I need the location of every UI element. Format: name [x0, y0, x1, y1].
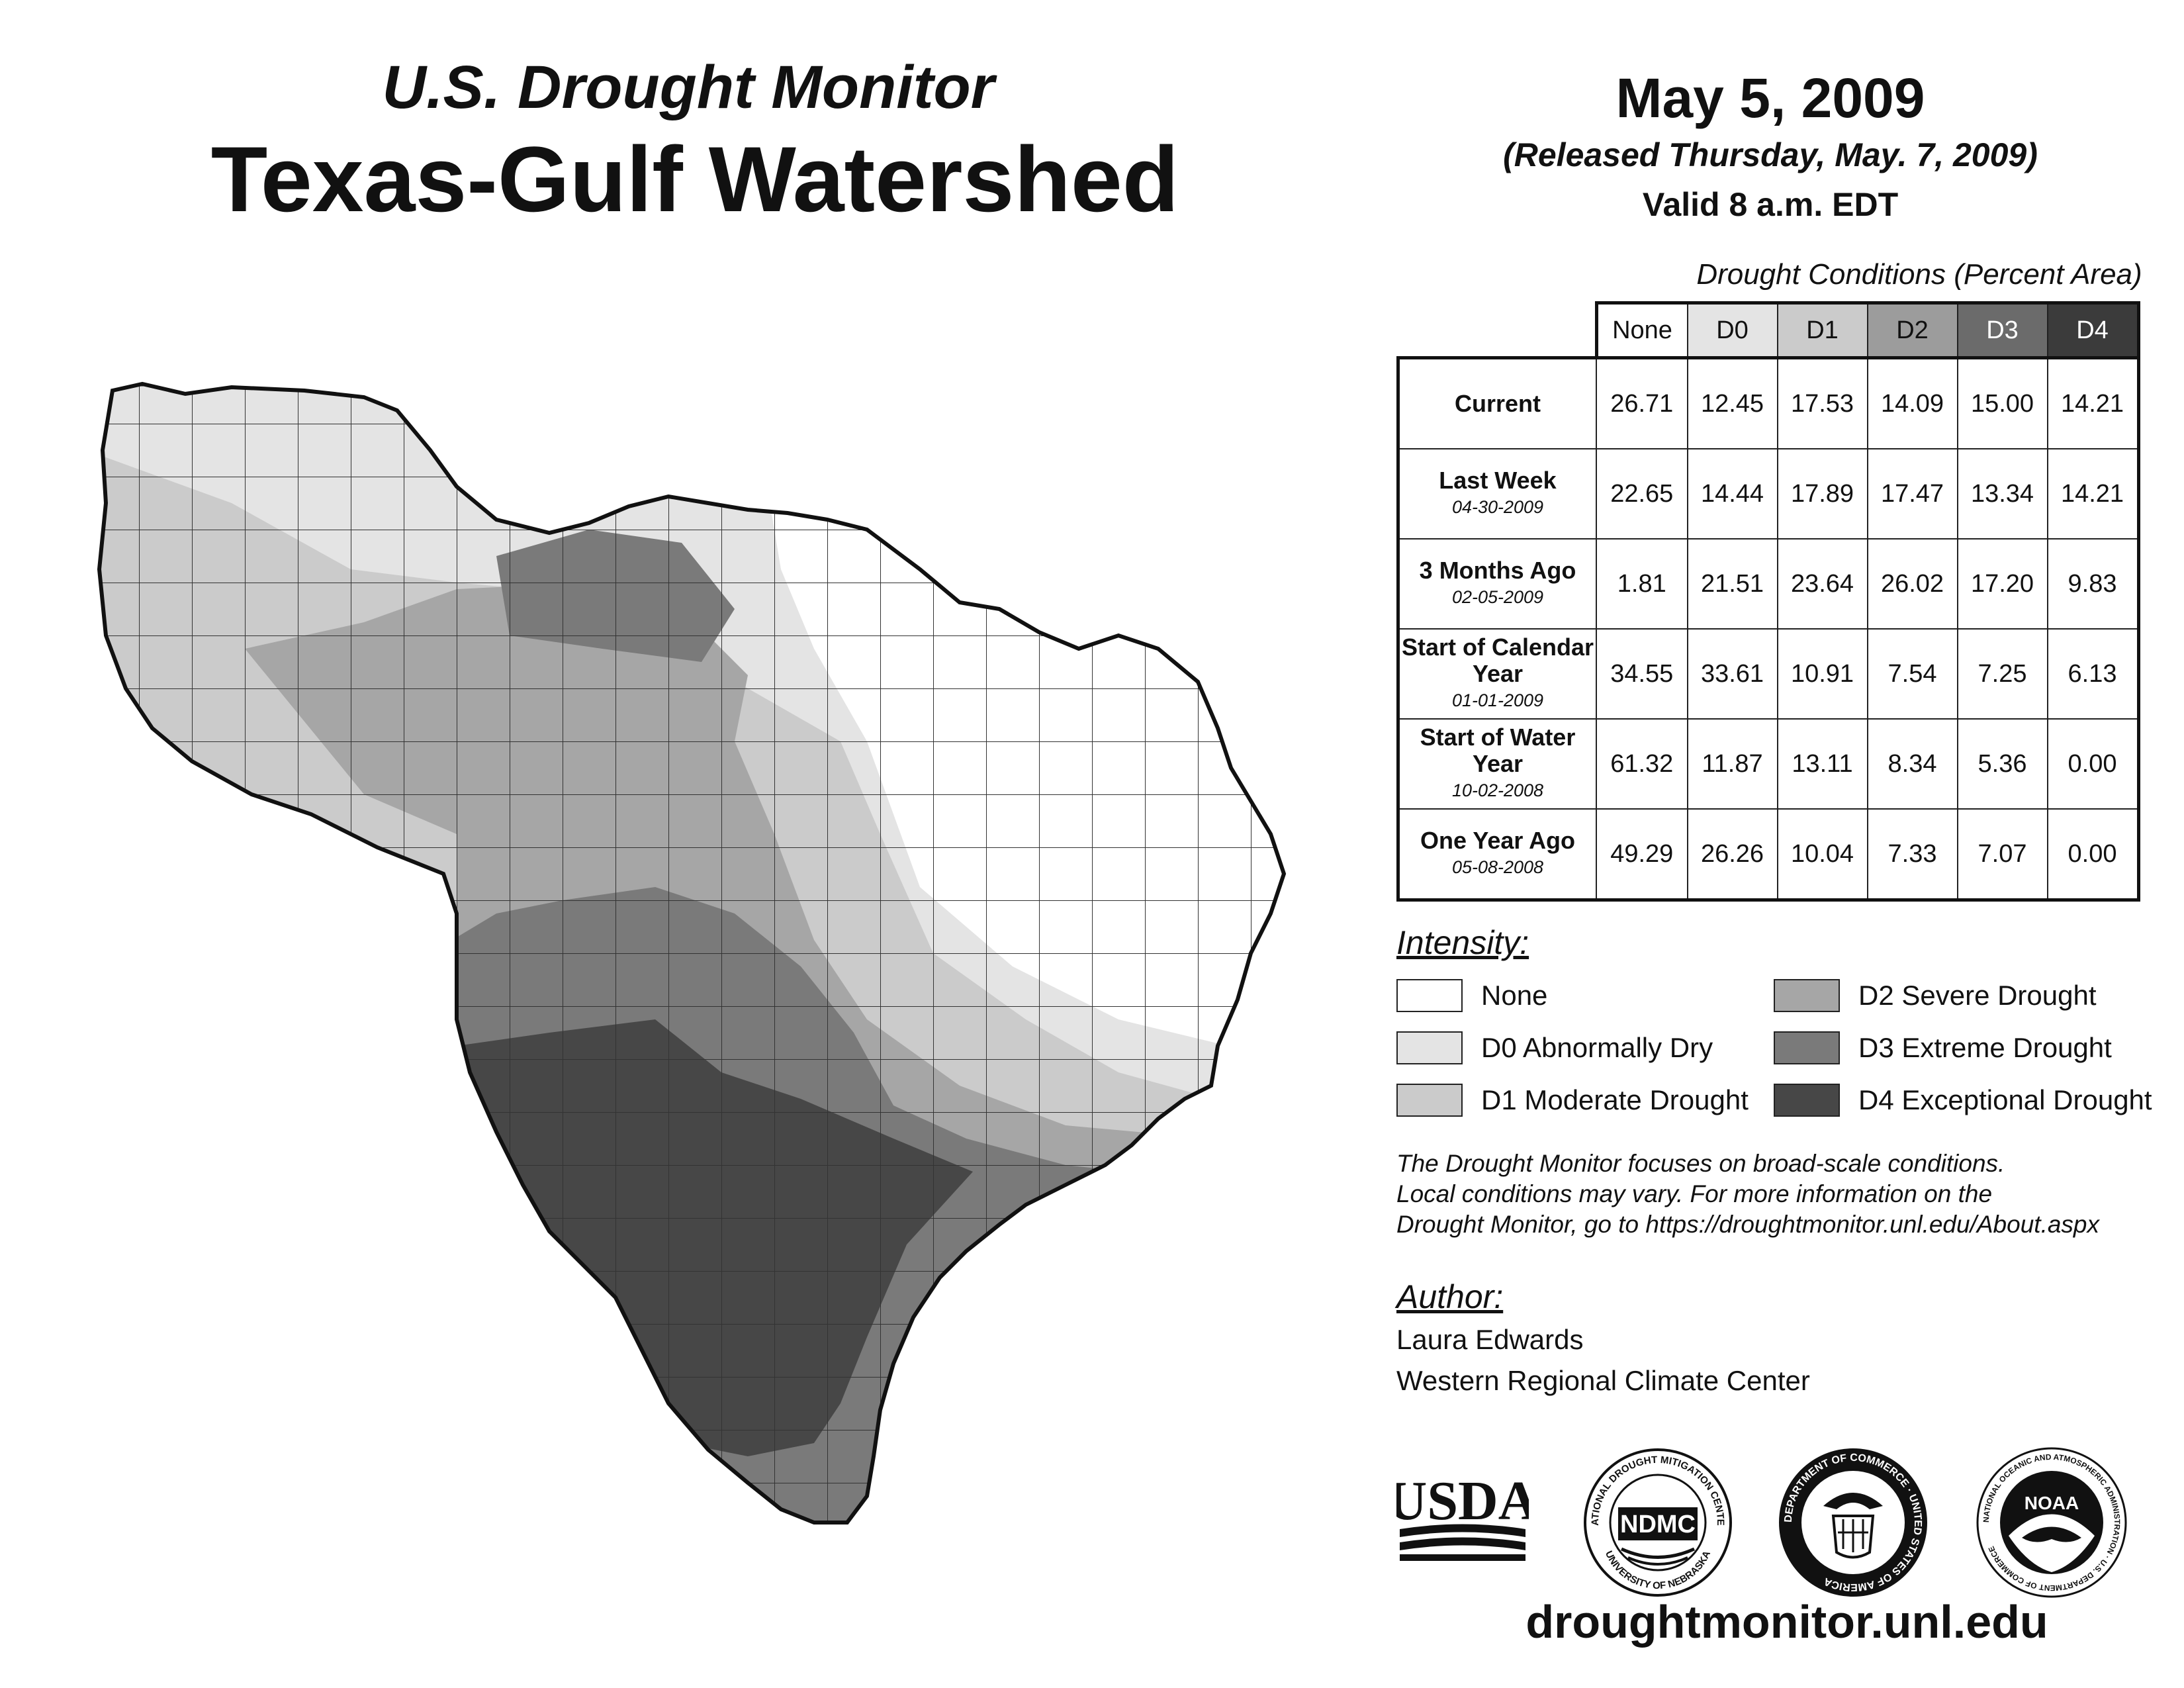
- website-link[interactable]: droughtmonitor.unl.edu: [1525, 1596, 2048, 1648]
- legend-item-d1: D1 Moderate Drought: [1396, 1082, 1749, 1119]
- map-subtitle: U.S. Drought Monitor: [382, 54, 995, 121]
- row-label: One Year Ago 05-08-2008: [1396, 808, 1597, 902]
- legend-label: D4 Exceptional Drought: [1858, 1084, 2152, 1115]
- row-label: Start of Calendar Year 01-01-2009: [1396, 628, 1597, 720]
- drought-conditions-table: None D0 D1 D2 D3 D4 Current 26.71 12.45 …: [1396, 301, 2140, 902]
- legend-label: D3 Extreme Drought: [1858, 1032, 2112, 1063]
- cell-d0: 26.26: [1686, 808, 1778, 902]
- cell-none: 22.65: [1596, 448, 1688, 539]
- cell-d3: 7.25: [1956, 628, 2048, 720]
- usda-logo: USDA: [1387, 1463, 1539, 1562]
- table-header-row: None D0 D1 D2 D3 D4: [1398, 301, 2140, 359]
- watershed-map: [86, 371, 1310, 1549]
- table-caption: Drought Conditions (Percent Area): [1696, 258, 2142, 291]
- legend-item-d2: D2 Severe Drought: [1774, 977, 2097, 1014]
- table-row-current: Current 26.71 12.45 17.53 14.09 15.00 14…: [1396, 356, 2140, 449]
- col-header-d3: D3: [1956, 301, 2048, 359]
- release-date: (Released Thursday, May. 7, 2009): [1503, 136, 2038, 173]
- commerce-seal-logo: DEPARTMENT OF COMMERCE · UNITED STATES O…: [1777, 1446, 1929, 1599]
- cell-d1: 23.64: [1776, 538, 1868, 630]
- cell-d4: 14.21: [2046, 448, 2140, 539]
- note-line: The Drought Monitor focuses on broad-sca…: [1396, 1150, 2005, 1177]
- cell-d1: 13.11: [1776, 718, 1868, 810]
- note-line: Drought Monitor, go to https://droughtmo…: [1396, 1211, 2099, 1238]
- cell-d2: 7.54: [1866, 628, 1958, 720]
- svg-text:USDA: USDA: [1396, 1470, 1529, 1532]
- cell-d1: 17.89: [1776, 448, 1868, 539]
- legend-swatch-d1: [1396, 1084, 1463, 1117]
- row-label: Last Week 04-30-2009: [1396, 448, 1597, 539]
- cell-d2: 17.47: [1866, 448, 1958, 539]
- legend-swatch-d3: [1774, 1031, 1840, 1064]
- col-header-none: None: [1594, 301, 1688, 359]
- legend-item-d4: D4 Exceptional Drought: [1774, 1082, 2152, 1119]
- disclaimer-note: The Drought Monitor focuses on broad-sca…: [1396, 1149, 2184, 1240]
- cell-d1: 10.91: [1776, 628, 1868, 720]
- valid-time: Valid 8 a.m. EDT: [1642, 186, 1899, 223]
- row-label: Start of Water Year 10-02-2008: [1396, 718, 1597, 810]
- cell-d0: 21.51: [1686, 538, 1778, 630]
- legend-label: None: [1481, 980, 1548, 1011]
- noaa-logo: NATIONAL OCEANIC AND ATMOSPHERIC ADMINIS…: [1976, 1446, 2128, 1599]
- cell-d3: 13.34: [1956, 448, 2048, 539]
- cell-d1: 17.53: [1776, 356, 1868, 449]
- cell-d2: 8.34: [1866, 718, 1958, 810]
- cell-none: 1.81: [1596, 538, 1688, 630]
- cell-d3: 15.00: [1956, 356, 2048, 449]
- legend-label: D1 Moderate Drought: [1481, 1084, 1749, 1115]
- col-header-d0: D0: [1686, 301, 1778, 359]
- table-row-3-months-ago: 3 Months Ago 02-05-2009 1.81 21.51 23.64 …: [1396, 538, 2140, 630]
- legend-title: Intensity:: [1396, 924, 1529, 961]
- cell-d0: 11.87: [1686, 718, 1778, 810]
- cell-none: 26.71: [1596, 356, 1688, 449]
- legend-swatch-d0: [1396, 1031, 1463, 1064]
- note-line: Local conditions may vary. For more info…: [1396, 1180, 1993, 1207]
- header-blank-cell: [1398, 303, 1597, 358]
- table-row-last-week: Last Week 04-30-2009 22.65 14.44 17.89 17…: [1396, 448, 2140, 539]
- cell-d0: 14.44: [1686, 448, 1778, 539]
- county-boundaries: [99, 384, 1284, 1523]
- cell-d2: 14.09: [1866, 356, 1958, 449]
- row-label: 3 Months Ago 02-05-2009: [1396, 538, 1597, 630]
- legend-label: D2 Severe Drought: [1858, 980, 2097, 1011]
- table-row-start-calendar-year: Start of Calendar Year 01-01-2009 34.55 3…: [1396, 628, 2140, 720]
- cell-d0: 12.45: [1686, 356, 1778, 449]
- cell-d4: 6.13: [2046, 628, 2140, 720]
- map-title: Texas-Gulf Watershed: [210, 127, 1179, 231]
- cell-d4: 14.21: [2046, 356, 2140, 449]
- cell-none: 61.32: [1596, 718, 1688, 810]
- legend-swatch-none: [1396, 979, 1463, 1012]
- cell-none: 49.29: [1596, 808, 1688, 902]
- cell-d2: 7.33: [1866, 808, 1958, 902]
- cell-none: 34.55: [1596, 628, 1688, 720]
- col-header-d4: D4: [2046, 301, 2140, 359]
- cell-d0: 33.61: [1686, 628, 1778, 720]
- col-header-d1: D1: [1776, 301, 1868, 359]
- legend-label: D0 Abnormally Dry: [1481, 1032, 1713, 1063]
- table-row-start-water-year: Start of Water Year 10-02-2008 61.32 11.8…: [1396, 718, 2140, 810]
- author-organization: Western Regional Climate Center: [1396, 1365, 1810, 1396]
- ndmc-logo: NATIONAL DROUGHT MITIGATION CENTER UNIVE…: [1578, 1438, 1734, 1599]
- legend-item-d0: D0 Abnormally Dry: [1396, 1029, 1713, 1066]
- cell-d4: 9.83: [2046, 538, 2140, 630]
- cell-d3: 7.07: [1956, 808, 2048, 902]
- col-header-d2: D2: [1866, 301, 1958, 359]
- cell-d3: 17.20: [1956, 538, 2048, 630]
- svg-text:NOAA: NOAA: [2025, 1493, 2079, 1513]
- legend-item-none: None: [1396, 977, 1547, 1014]
- table-row-one-year-ago: One Year Ago 05-08-2008 49.29 26.26 10.04…: [1396, 808, 2140, 902]
- legend-swatch-d2: [1774, 979, 1840, 1012]
- cell-d2: 26.02: [1866, 538, 1958, 630]
- cell-d4: 0.00: [2046, 718, 2140, 810]
- cell-d3: 5.36: [1956, 718, 2048, 810]
- map-date: May 5, 2009: [1615, 67, 1925, 129]
- legend-swatch-d4: [1774, 1084, 1840, 1117]
- cell-d1: 10.04: [1776, 808, 1868, 902]
- legend-item-d3: D3 Extreme Drought: [1774, 1029, 2112, 1066]
- svg-text:NDMC: NDMC: [1620, 1511, 1696, 1538]
- author-name: Laura Edwards: [1396, 1324, 1584, 1355]
- row-label: Current: [1396, 356, 1597, 449]
- author-heading: Author:: [1396, 1278, 1504, 1315]
- cell-d4: 0.00: [2046, 808, 2140, 902]
